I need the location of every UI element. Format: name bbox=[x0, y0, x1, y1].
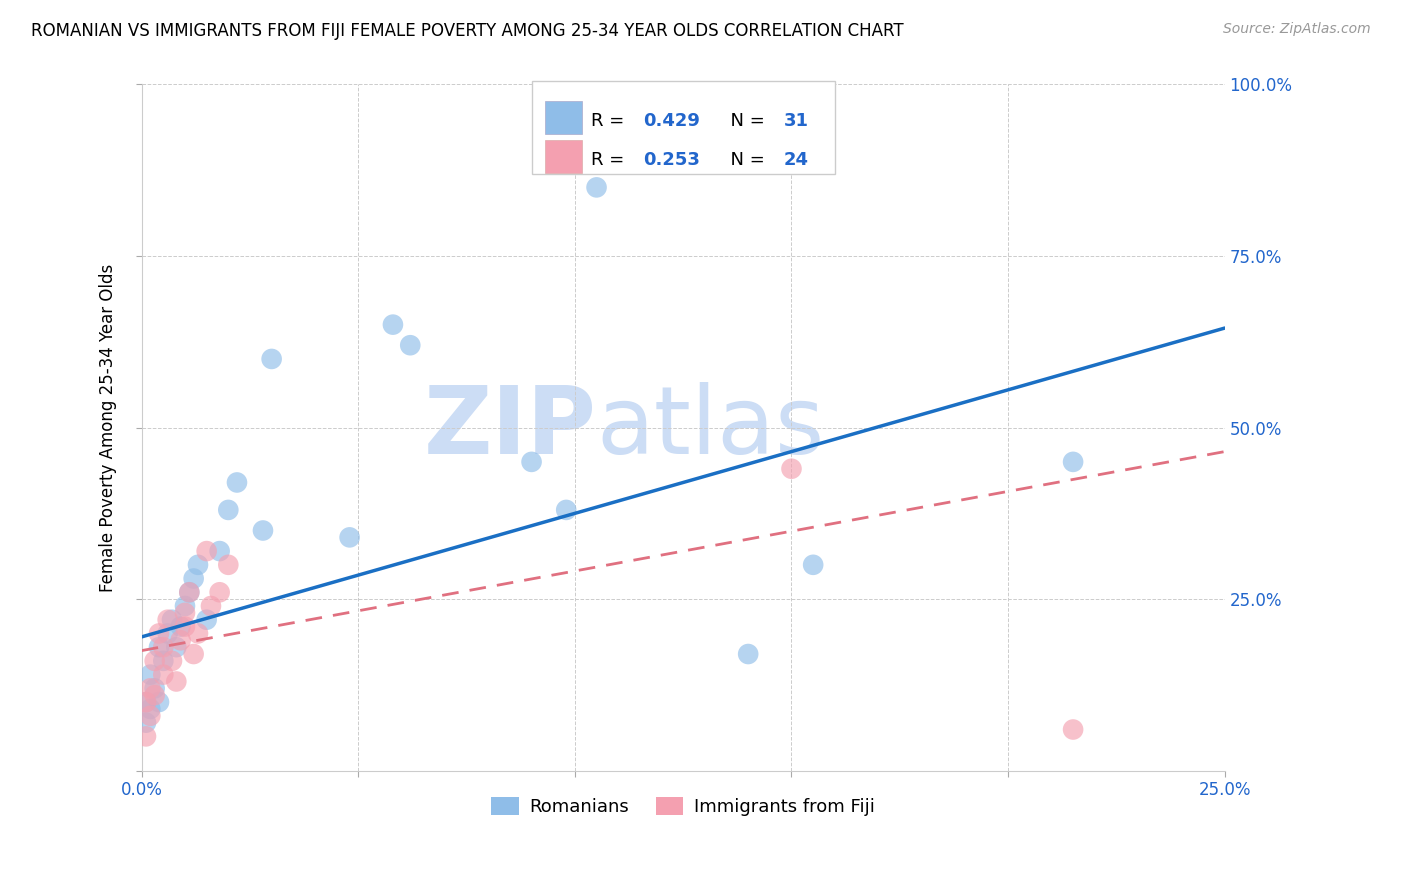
Point bbox=[208, 544, 231, 558]
Point bbox=[399, 338, 422, 352]
Point bbox=[139, 667, 162, 681]
Point bbox=[148, 640, 170, 655]
Point bbox=[520, 455, 543, 469]
Point bbox=[217, 558, 239, 572]
Point bbox=[135, 695, 157, 709]
Point bbox=[737, 647, 759, 661]
Point bbox=[139, 702, 162, 716]
Point bbox=[160, 613, 183, 627]
Point bbox=[135, 730, 157, 744]
Point bbox=[156, 626, 179, 640]
Point bbox=[801, 558, 824, 572]
Point bbox=[152, 640, 174, 655]
Text: ROMANIAN VS IMMIGRANTS FROM FIJI FEMALE POVERTY AMONG 25-34 YEAR OLDS CORRELATIO: ROMANIAN VS IMMIGRANTS FROM FIJI FEMALE … bbox=[31, 22, 904, 40]
Point bbox=[169, 633, 191, 648]
Point bbox=[208, 585, 231, 599]
Text: R =: R = bbox=[591, 151, 630, 169]
Text: Source: ZipAtlas.com: Source: ZipAtlas.com bbox=[1223, 22, 1371, 37]
Text: atlas: atlas bbox=[596, 382, 825, 474]
Text: N =: N = bbox=[718, 112, 770, 130]
Point bbox=[200, 599, 222, 613]
Point bbox=[555, 503, 578, 517]
Point bbox=[1062, 723, 1084, 737]
Point bbox=[780, 461, 803, 475]
Text: R =: R = bbox=[591, 112, 630, 130]
Point bbox=[179, 585, 201, 599]
Point bbox=[148, 695, 170, 709]
FancyBboxPatch shape bbox=[544, 101, 582, 134]
Point bbox=[156, 613, 179, 627]
Text: 0.429: 0.429 bbox=[643, 112, 700, 130]
Point bbox=[139, 708, 162, 723]
Point bbox=[165, 674, 187, 689]
Point bbox=[139, 681, 162, 696]
Point bbox=[252, 524, 274, 538]
Point bbox=[169, 619, 191, 633]
Point bbox=[135, 695, 157, 709]
Y-axis label: Female Poverty Among 25-34 Year Olds: Female Poverty Among 25-34 Year Olds bbox=[100, 263, 117, 591]
Text: 31: 31 bbox=[785, 112, 808, 130]
Point bbox=[195, 544, 218, 558]
Point bbox=[183, 572, 205, 586]
FancyBboxPatch shape bbox=[544, 140, 582, 173]
Point bbox=[165, 640, 187, 655]
Point bbox=[585, 180, 607, 194]
Point bbox=[135, 715, 157, 730]
Point bbox=[174, 619, 197, 633]
Point bbox=[260, 351, 283, 366]
Point bbox=[187, 626, 209, 640]
Point bbox=[339, 530, 361, 544]
Point bbox=[195, 613, 218, 627]
Point bbox=[152, 667, 174, 681]
Text: 0.253: 0.253 bbox=[643, 151, 700, 169]
Point bbox=[143, 654, 166, 668]
Point bbox=[226, 475, 249, 490]
Point bbox=[160, 654, 183, 668]
Text: N =: N = bbox=[718, 151, 770, 169]
Point bbox=[179, 585, 201, 599]
Text: ZIP: ZIP bbox=[423, 382, 596, 474]
Legend: Romanians, Immigrants from Fiji: Romanians, Immigrants from Fiji bbox=[484, 789, 882, 823]
Point bbox=[1062, 455, 1084, 469]
Point bbox=[381, 318, 404, 332]
Point bbox=[187, 558, 209, 572]
Text: 24: 24 bbox=[785, 151, 808, 169]
Point bbox=[174, 599, 197, 613]
Point bbox=[148, 626, 170, 640]
FancyBboxPatch shape bbox=[531, 81, 835, 174]
Point bbox=[174, 606, 197, 620]
Point bbox=[183, 647, 205, 661]
Point bbox=[143, 681, 166, 696]
Point bbox=[143, 688, 166, 702]
Point bbox=[217, 503, 239, 517]
Point bbox=[152, 654, 174, 668]
